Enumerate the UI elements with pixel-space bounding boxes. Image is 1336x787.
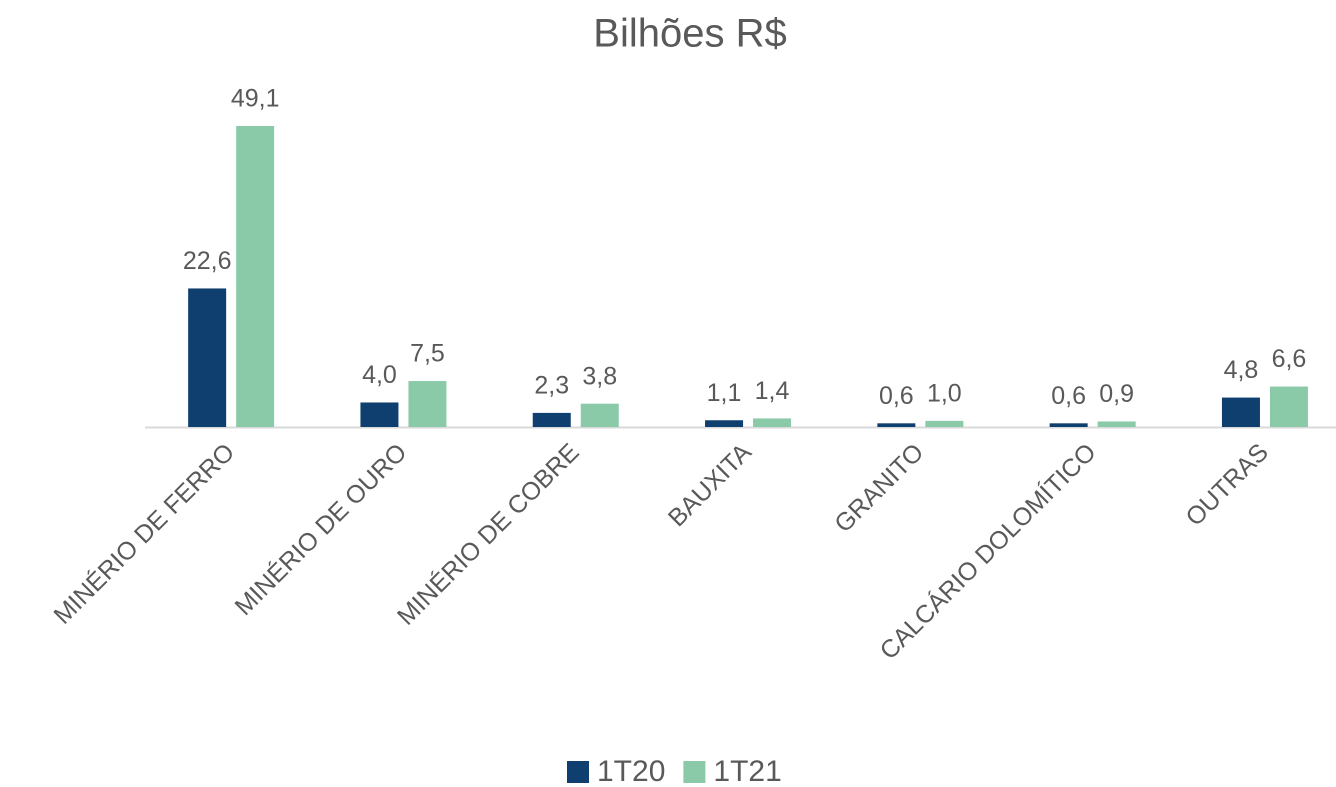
legend-label: 1T21 bbox=[713, 755, 781, 787]
bar bbox=[877, 423, 916, 427]
legend-swatch bbox=[567, 761, 589, 783]
bar bbox=[753, 418, 792, 427]
bar bbox=[580, 403, 619, 427]
data-label: 1,4 bbox=[755, 377, 790, 405]
x-tick-label: GRANITO bbox=[829, 438, 929, 538]
data-label: 4,0 bbox=[362, 361, 397, 389]
bar bbox=[1097, 421, 1136, 427]
data-label: 3,8 bbox=[582, 362, 617, 390]
legend-label: 1T20 bbox=[597, 755, 665, 787]
bar bbox=[925, 420, 964, 427]
bar bbox=[360, 402, 399, 427]
data-label: 6,6 bbox=[1272, 345, 1307, 373]
data-label: 1,1 bbox=[707, 379, 742, 407]
bar bbox=[1221, 397, 1260, 427]
data-label: 1,0 bbox=[927, 379, 962, 407]
x-tick-label: MINÉRIO DE COBRE bbox=[391, 437, 584, 630]
data-label: 4,8 bbox=[1224, 356, 1259, 384]
data-label: 49,1 bbox=[231, 85, 280, 113]
x-tick-label: BAUXITA bbox=[663, 438, 757, 532]
data-label: 0,6 bbox=[879, 382, 914, 410]
bar bbox=[188, 288, 227, 427]
x-tick-label: MINÉRIO DE OURO bbox=[229, 437, 413, 621]
bar bbox=[705, 420, 744, 427]
legend-swatch bbox=[683, 761, 706, 783]
data-label: 2,3 bbox=[534, 372, 569, 400]
bar bbox=[1269, 386, 1308, 427]
bar bbox=[408, 381, 447, 427]
data-label: 0,6 bbox=[1051, 382, 1086, 410]
bar bbox=[532, 412, 571, 427]
x-tick-label: OUTRAS bbox=[1180, 438, 1273, 531]
x-tick-label: MINÉRIO DE FERRO bbox=[48, 437, 240, 629]
bar bbox=[236, 126, 275, 427]
data-label: 7,5 bbox=[410, 340, 445, 368]
bar bbox=[1049, 423, 1088, 427]
chart-title: Bilhões R$ bbox=[593, 12, 786, 56]
data-label: 22,6 bbox=[183, 247, 232, 275]
data-label: 0,9 bbox=[1099, 380, 1134, 408]
